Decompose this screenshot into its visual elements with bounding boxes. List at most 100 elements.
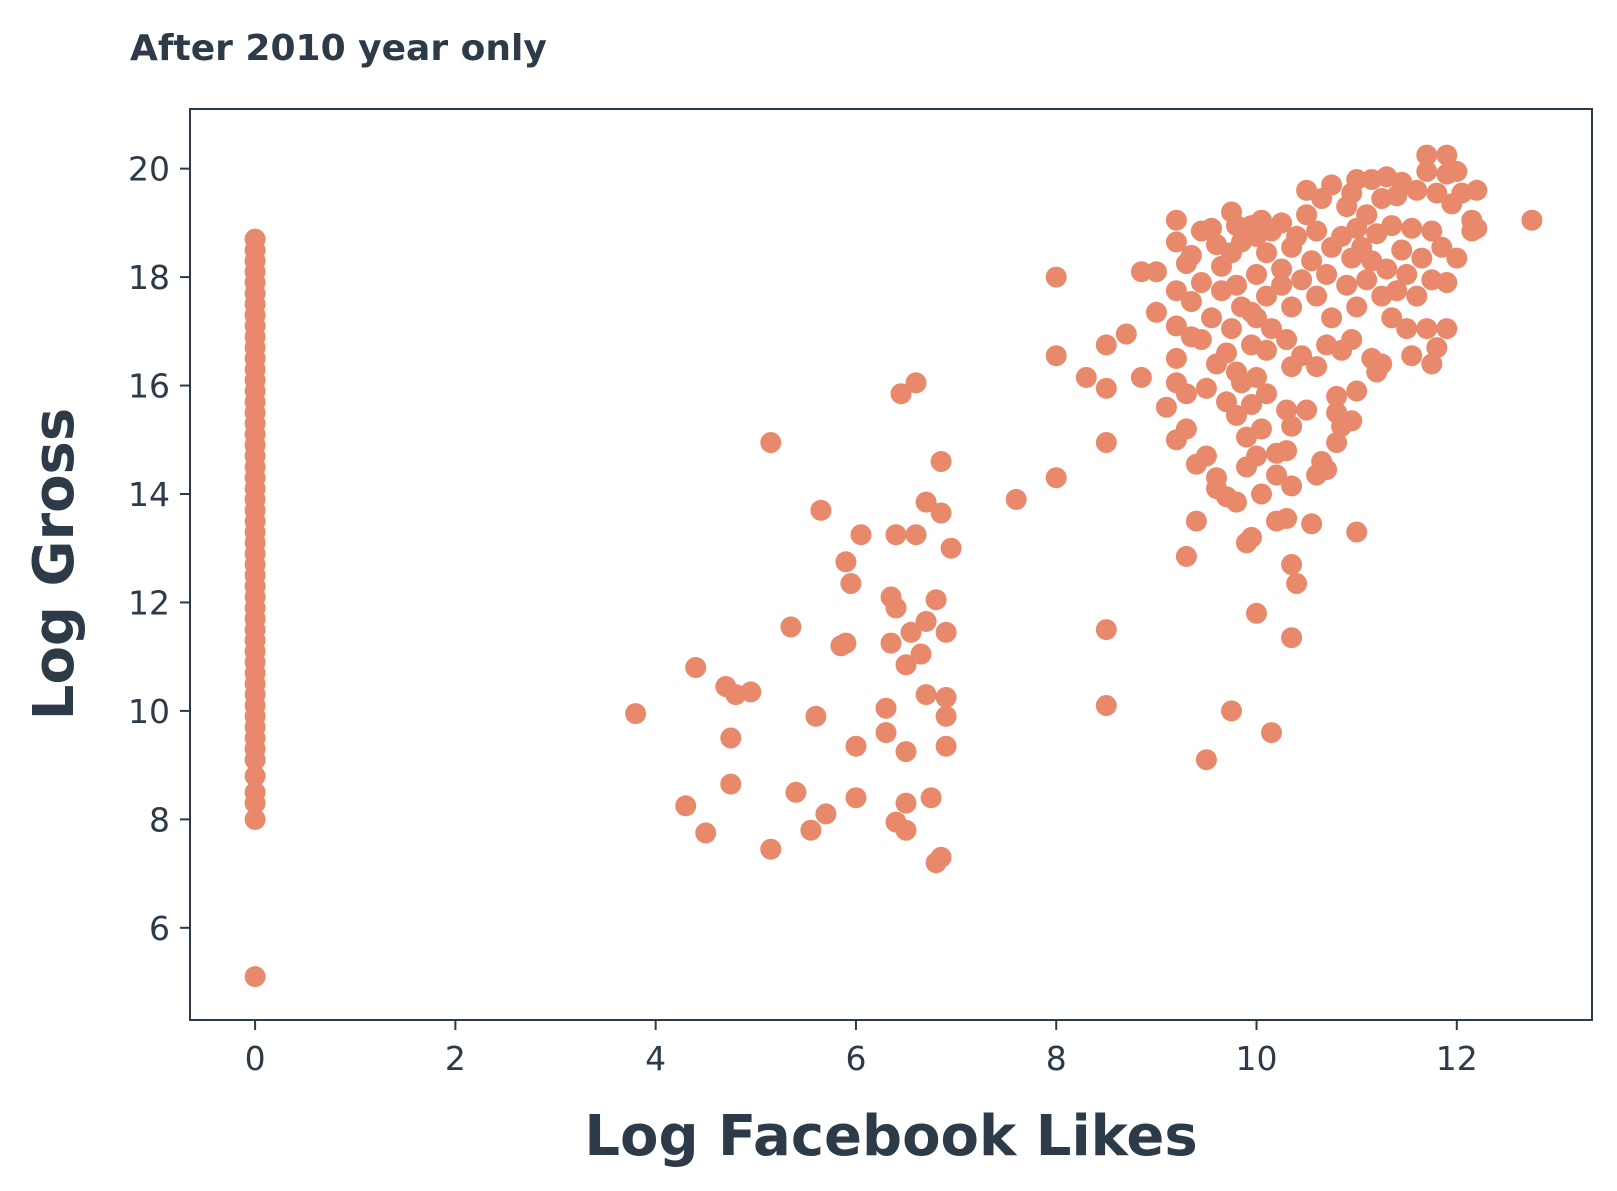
scatter-point [1406,179,1428,201]
scatter-point [1165,280,1187,302]
scatter-point [1446,160,1468,182]
scatter-point [1321,307,1343,329]
scatter-point [875,697,897,719]
scatter-point [1296,204,1318,226]
scatter-point [805,705,827,727]
scatter-point [890,383,912,405]
y-tick-label: 16 [128,367,170,406]
scatter-point [880,632,902,654]
scatter-point [1276,440,1298,462]
x-tick-label: 2 [445,1039,466,1078]
scatter-point [1175,418,1197,440]
scatter-point [1075,366,1097,388]
scatter-point [1306,220,1328,242]
scatter-point [1291,345,1313,367]
scatter-point [1316,459,1338,481]
scatter-point [1336,274,1358,296]
scatter-point [1246,307,1267,329]
scatter-point [1281,415,1303,437]
scatter-point [915,610,937,632]
x-tick-label: 6 [845,1039,866,1078]
scatter-point [1165,347,1187,369]
scatter-point [1381,307,1403,329]
scatter-point [1246,366,1267,388]
scatter-point [1316,263,1338,285]
scatter-point [935,705,957,727]
scatter-point [885,597,907,619]
scatter-point [1221,318,1242,340]
scatter-point [835,551,857,573]
scatter-point [1436,144,1458,166]
scatter-point [720,727,742,749]
scatter-point [935,621,957,643]
scatter-point [1185,510,1207,532]
y-tick-label: 14 [128,475,170,514]
scatter-point [1346,169,1368,190]
scatter-point [930,451,952,472]
y-tick-label: 8 [149,800,170,839]
scatter-point [1201,307,1222,329]
scatter-point [1356,204,1378,226]
scatter-point [1226,404,1247,426]
scatter-point [905,372,927,394]
scatter-point [1165,315,1187,337]
scatter-point [1401,217,1423,239]
scatter-point [1165,231,1187,253]
scatter-point [625,703,647,725]
scatter-point [1115,323,1137,345]
scatter-point [1045,345,1067,367]
scatter-point [780,616,802,638]
scatter-point [1426,337,1448,359]
scatter-point [1180,244,1202,266]
scatter-point [1190,329,1212,350]
scatter-point [244,765,266,787]
y-axis-label: Log Gross [22,408,87,720]
scatter-point [1426,182,1448,204]
scatter-point [1446,247,1468,269]
scatter-point [1301,513,1323,535]
scatter-point [1371,353,1393,375]
scatter-point [920,787,942,809]
scatter-point [1421,353,1443,375]
scatter-point [1271,212,1293,234]
scatter-point [785,781,807,803]
scatter-point [1276,399,1298,421]
scatter-point [895,792,917,814]
scatter-point [1195,377,1217,399]
scatter-point [935,686,957,708]
scatter-point [695,822,717,844]
scatter-point [1266,464,1287,486]
scatter-point [1326,432,1348,453]
scatter-point [1281,475,1303,497]
scatter-point [895,741,917,763]
scatter-point [1241,394,1262,415]
scatter-point [1396,318,1418,340]
scatter-point [760,432,782,453]
scatter-point [1401,345,1423,367]
scatter-point [1396,263,1418,285]
y-tick-label: 6 [149,909,170,948]
scatter-point [1095,377,1117,399]
scatter-point [1226,274,1247,296]
y-tick-label: 20 [128,150,170,189]
scatter-point [1346,296,1368,318]
scatter-point [1406,285,1428,307]
y-tick-label: 12 [128,583,170,622]
scatter-point [1281,554,1303,575]
x-tick-label: 4 [645,1039,666,1078]
scatter-point [1346,521,1368,543]
scatter-point [1416,318,1438,340]
scatter-point [1195,445,1217,467]
scatter-point [1095,619,1117,641]
scatter-point [1286,225,1308,247]
scatter-point [845,735,867,757]
scatter-point [1276,507,1298,529]
scatter-point [1416,160,1438,182]
scatter-point [1175,383,1197,405]
scatter-point [1346,380,1368,402]
y-axis: 6 8 10 12 14 16 18 20 [128,150,190,948]
scatter-point [895,819,917,841]
scatter-point [935,735,957,757]
scatter-point [1376,258,1398,280]
scatter-point [1341,329,1363,350]
